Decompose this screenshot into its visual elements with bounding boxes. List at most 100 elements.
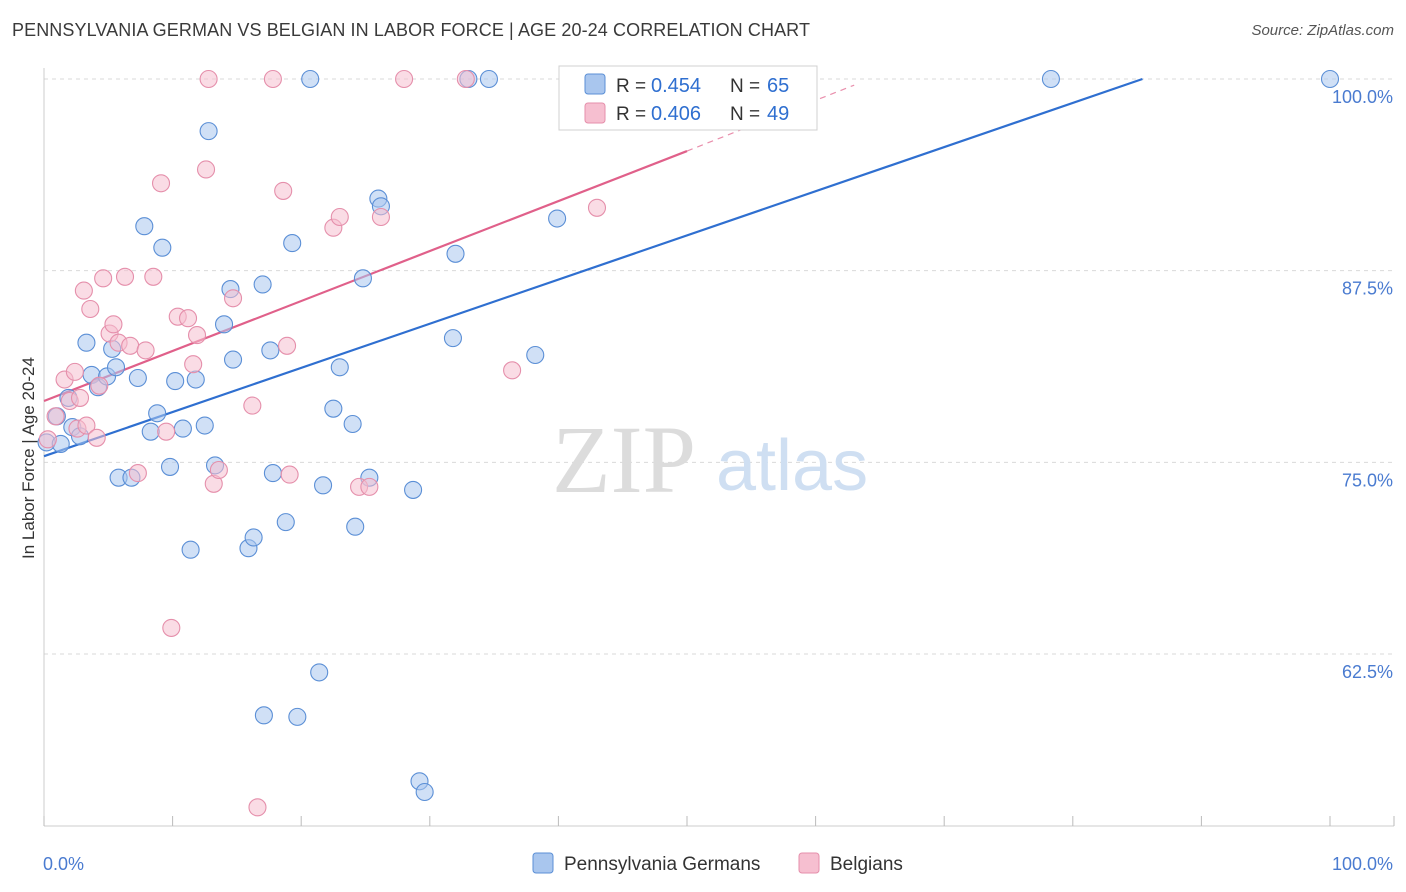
data-point-blue <box>166 372 185 391</box>
y-tick-label: 100.0% <box>1332 87 1393 107</box>
legend-swatch-blue <box>584 73 606 95</box>
trend-line-blue <box>43 77 1143 458</box>
data-point-pink <box>587 198 607 217</box>
data-point-pink <box>65 362 84 381</box>
bottom-legend-swatch-blue <box>532 852 554 874</box>
data-point-pink <box>503 361 522 380</box>
data-point-pink <box>187 326 207 345</box>
data-point-blue <box>415 782 434 802</box>
data-point-blue <box>446 244 465 263</box>
data-point-blue <box>173 419 192 438</box>
data-point-pink <box>121 336 140 355</box>
data-point-blue <box>330 358 349 377</box>
data-point-pink <box>248 798 267 817</box>
data-point-blue <box>314 476 333 495</box>
data-point-blue <box>106 358 126 377</box>
data-point-pink <box>395 69 414 89</box>
data-point-pink <box>128 464 147 483</box>
data-point-blue <box>479 69 499 89</box>
data-point-blue <box>214 315 234 334</box>
y-tick-label: 62.5% <box>1342 662 1393 682</box>
data-point-blue <box>160 457 180 476</box>
data-point-blue <box>404 480 423 499</box>
data-point-blue <box>261 341 280 360</box>
data-point-blue <box>324 399 343 418</box>
data-point-blue <box>548 209 567 228</box>
legend-n-value-2: 49 <box>767 103 789 125</box>
watermark-atlas: atlas <box>716 426 868 506</box>
data-point-blue <box>301 69 320 89</box>
data-point-pink <box>115 267 135 286</box>
x-tick-label-right: 100.0% <box>1332 854 1393 874</box>
data-point-blue <box>195 416 214 435</box>
data-point-pink <box>274 181 293 200</box>
data-point-pink <box>243 396 262 415</box>
bottom-legend-swatch-pink <box>798 852 820 874</box>
data-point-pink <box>151 174 171 193</box>
grid-layer <box>44 78 1394 655</box>
data-point-blue <box>77 333 96 352</box>
data-point-blue <box>223 350 243 369</box>
data-point-blue <box>148 404 167 423</box>
data-point-blue <box>263 464 282 483</box>
legend-swatch-pink <box>584 102 606 124</box>
data-point-pink <box>46 407 65 426</box>
data-point-pink <box>144 267 163 286</box>
data-point-pink <box>77 416 96 435</box>
data-point-pink <box>104 315 123 334</box>
points-layer <box>37 69 1340 817</box>
data-point-pink <box>263 69 282 89</box>
y-axis-title: In Labor Force | Age 20-24 <box>19 357 38 559</box>
data-point-pink <box>70 388 90 407</box>
data-point-pink <box>136 341 155 360</box>
bottom-legend: Pennsylvania Germans Belgians <box>532 852 903 875</box>
legend-r-label-1: R = <box>616 76 646 97</box>
legend-n-label-2: N = <box>730 104 760 125</box>
data-point-blue <box>353 269 372 288</box>
data-point-blue <box>153 238 172 257</box>
legend-r-value-1: 0.454 <box>651 75 701 97</box>
legend-n-value-1: 65 <box>767 75 789 97</box>
data-point-blue <box>128 368 147 388</box>
bottom-legend-label-pink: Belgians <box>830 854 903 875</box>
data-point-blue <box>253 275 272 294</box>
data-point-pink <box>178 309 198 328</box>
chart-source: Source: ZipAtlas.com <box>1251 22 1394 39</box>
chart-title: PENNSYLVANIA GERMAN VS BELGIAN IN LABOR … <box>12 20 811 40</box>
data-point-pink <box>74 281 93 300</box>
data-point-blue <box>254 706 273 725</box>
data-point-blue <box>443 329 462 348</box>
data-point-pink <box>330 207 349 227</box>
data-point-pink <box>209 460 228 480</box>
data-point-pink <box>184 355 203 374</box>
data-point-pink <box>371 207 390 227</box>
data-point-blue <box>283 234 302 253</box>
data-point-pink <box>196 160 216 179</box>
data-point-blue <box>343 414 362 434</box>
data-point-pink <box>94 269 113 288</box>
data-point-blue <box>346 517 365 536</box>
data-point-pink <box>87 428 106 447</box>
top-legend: R = 0.454 N = 65 R = 0.406 N = 49 <box>558 65 818 131</box>
data-point-blue <box>288 707 307 726</box>
data-point-pink <box>90 376 109 395</box>
y-tick-label: 75.0% <box>1342 470 1393 490</box>
y-tick-label: 87.5% <box>1342 279 1393 299</box>
data-point-pink <box>162 618 181 637</box>
data-point-pink <box>81 299 100 319</box>
data-point-blue <box>199 122 218 141</box>
data-point-pink <box>278 336 297 355</box>
data-point-pink <box>223 289 243 308</box>
data-point-blue <box>526 345 545 365</box>
watermark-zip: ZIP <box>552 406 696 513</box>
data-point-blue <box>1041 69 1060 89</box>
data-point-pink <box>360 477 379 496</box>
data-point-blue <box>1320 69 1340 89</box>
data-point-blue <box>186 370 205 389</box>
watermark: ZIP atlas <box>552 406 868 513</box>
data-point-pink <box>456 69 475 89</box>
legend-r-value-2: 0.406 <box>651 103 701 125</box>
legend-r-label-2: R = <box>616 104 646 125</box>
legend-n-label-1: N = <box>730 76 760 97</box>
